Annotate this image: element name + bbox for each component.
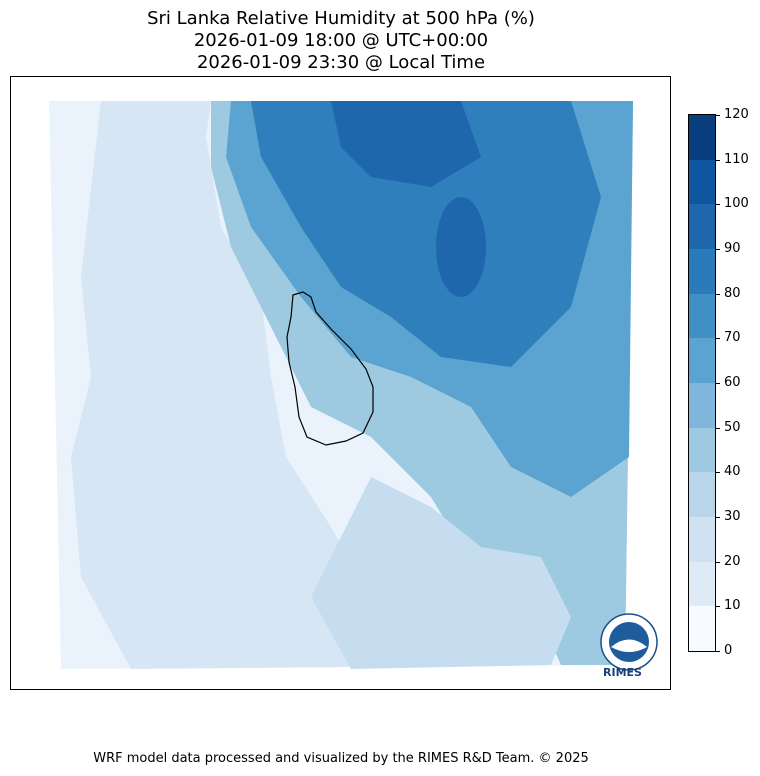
- colorbar-tick: [716, 472, 720, 474]
- colorbar-cell: [689, 338, 715, 383]
- colorbar-cell: [689, 293, 715, 339]
- colorbar-tick: [716, 159, 720, 161]
- colorbar-tick-label: 10: [724, 598, 741, 614]
- colorbar-cell: [689, 427, 715, 473]
- footer-credit: WRF model data processed and visualized …: [93, 751, 589, 766]
- field-band-90b: [436, 197, 486, 297]
- colorbar-tick-label: 40: [724, 464, 741, 480]
- colorbar-tick: [716, 115, 720, 116]
- colorbar-cell: [689, 159, 715, 205]
- sri-lanka-coastline: [286, 291, 374, 446]
- rimes-logo: [600, 613, 658, 671]
- colorbar-tick-label: 110: [724, 151, 749, 167]
- colorbar-tick: [716, 651, 720, 652]
- colorbar-cell: [689, 517, 715, 562]
- colorbar-tick: [716, 293, 720, 295]
- colorbar-tick: [716, 338, 720, 340]
- colorbar-tick-label: 70: [724, 330, 741, 346]
- field-band-20: [71, 101, 371, 669]
- colorbar-tick-label: 0: [724, 643, 733, 658]
- utc-time-line: 2026-01-09 18:00 @ UTC+00:00: [193, 30, 489, 51]
- colorbar-tick-label: 90: [724, 241, 741, 256]
- colorbar-tick-label: 120: [724, 107, 749, 122]
- colorbar-tick: [716, 427, 720, 429]
- colorbar: [688, 114, 716, 652]
- colorbar-tick: [716, 383, 720, 384]
- colorbar-cell: [689, 472, 715, 517]
- colorbar-cell: [689, 561, 715, 607]
- colorbar-cell: [689, 383, 715, 428]
- colorbar-cell: [689, 249, 715, 294]
- colorbar-tick: [716, 517, 720, 518]
- logo-text: RIMES: [603, 666, 642, 679]
- humidity-field: [49, 101, 658, 671]
- colorbar-tick-label: 100: [724, 196, 749, 212]
- colorbar-tick: [716, 204, 720, 206]
- field-band-80: [251, 101, 601, 367]
- colorbar-cell: [689, 115, 715, 160]
- map-panel: [10, 76, 671, 690]
- colorbar-tick-label: 20: [724, 553, 741, 569]
- colorbar-cell: [689, 606, 715, 651]
- field-band-90: [331, 101, 481, 187]
- colorbar-tick: [716, 606, 720, 608]
- colorbar-tick-label: 80: [724, 285, 741, 301]
- colorbar-tick-label: 30: [724, 509, 741, 524]
- colorbar-tick: [716, 249, 720, 250]
- colorbar-tick-label: 60: [724, 375, 741, 390]
- colorbar-tick-label: 50: [724, 419, 741, 435]
- map-title: Sri Lanka Relative Humidity at 500 hPa (…: [147, 8, 535, 29]
- colorbar-tick: [716, 561, 720, 563]
- field-band-30: [311, 477, 571, 669]
- colorbar-cell: [689, 204, 715, 249]
- local-time-line: 2026-01-09 23:30 @ Local Time: [196, 52, 486, 73]
